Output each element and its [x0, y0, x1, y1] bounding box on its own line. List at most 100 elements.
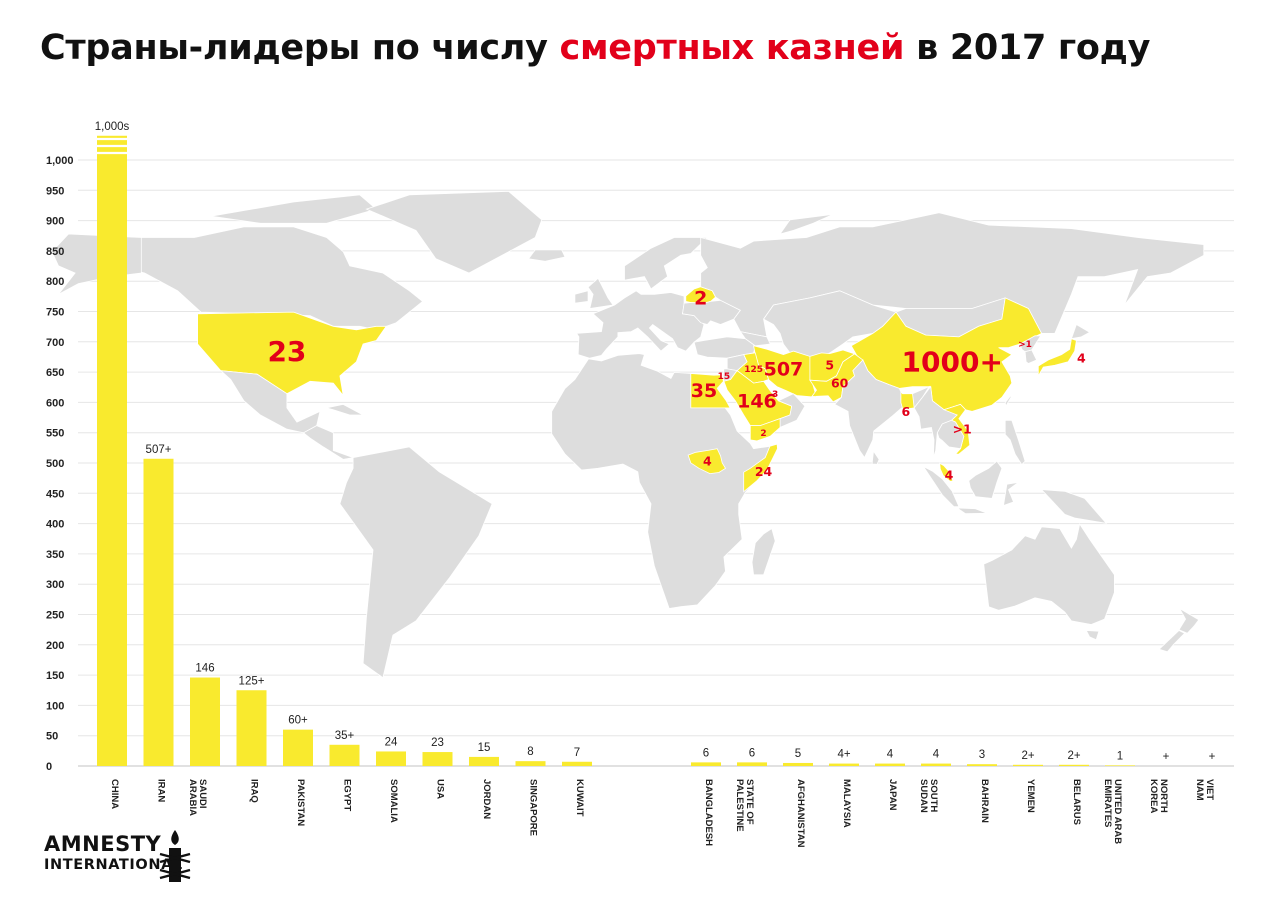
y-tick-label: 350 — [46, 549, 64, 561]
bar — [562, 761, 592, 766]
x-category-label: CHINA — [109, 779, 120, 809]
map-region-hokkaido — [1070, 323, 1091, 340]
bar — [329, 744, 360, 766]
x-category-label: UNITED ARABEMIRATES — [1102, 779, 1123, 844]
bar — [967, 764, 997, 766]
bar-value-label: 8 — [527, 746, 533, 758]
bar-value-label: 4+ — [837, 749, 850, 761]
bar-value-label: 1 — [1117, 750, 1123, 762]
map-region-philippines — [1004, 419, 1026, 466]
y-tick-label: 300 — [46, 579, 64, 591]
map-region-ireland — [574, 290, 589, 304]
bar-value-label: 60+ — [288, 715, 308, 727]
y-tick-label: 1,000 — [46, 155, 74, 167]
bar — [829, 763, 859, 766]
bar-value-label: + — [1163, 751, 1170, 763]
y-tick-label: 750 — [46, 307, 64, 319]
bar-value-label: 4 — [933, 749, 940, 761]
bar — [469, 756, 499, 766]
map-value-label: 507 — [764, 359, 804, 381]
map-value-label: 6 — [902, 404, 911, 419]
map-region-somalia — [743, 443, 778, 493]
map-region-australia — [983, 522, 1115, 625]
map-region-yemen — [749, 418, 781, 442]
x-axis-category-labels: CHINA IRAN SAUDIARABIA IRAQ PAKISTAN EGYPT SOM… — [109, 779, 1215, 848]
map-region-new-guinea — [1040, 489, 1108, 524]
map-region-tasmania — [1085, 630, 1100, 641]
x-category-label: SOMALIA — [388, 779, 399, 823]
map-region-svalbard-nzemlya — [779, 214, 834, 235]
map-value-label: 60 — [831, 375, 849, 390]
y-tick-label: 0 — [46, 761, 52, 773]
bar-value-label: 24 — [385, 736, 398, 748]
map-region-central-america — [302, 425, 355, 460]
map-value-label: 23 — [267, 335, 306, 368]
map-region-cuba — [326, 403, 364, 416]
x-category-label: SINGAPORE — [528, 779, 539, 836]
y-tick-label: 850 — [46, 246, 64, 258]
map-value-label: 4 — [945, 468, 954, 483]
map-region-kazakh-centralasia — [763, 290, 897, 361]
x-category-label: MALAYSIA — [841, 779, 852, 828]
title-highlight: смертных казней — [559, 28, 905, 68]
map-region-greenland — [365, 190, 543, 274]
y-tick-label: 550 — [46, 428, 64, 440]
map-region-scandinavia — [624, 237, 709, 290]
y-tick-label: 150 — [46, 670, 64, 682]
bar-value-label: + — [1209, 751, 1216, 763]
y-tick-label: 700 — [46, 337, 64, 349]
x-category-label: NORTHKOREA — [1148, 779, 1169, 813]
x-category-label: BELARUS — [1071, 779, 1082, 825]
map-region-iceland — [527, 249, 566, 262]
map-region-caucasus — [739, 331, 771, 347]
map-region-thai-cambodia — [936, 419, 965, 450]
bar — [737, 762, 767, 766]
x-category-label: EGYPT — [342, 779, 353, 811]
y-tick-label: 650 — [46, 367, 64, 379]
bar — [143, 458, 174, 766]
map-value-label: >1 — [953, 422, 972, 437]
bar-value-label: 6 — [749, 747, 755, 759]
map-region-sri-lanka — [871, 450, 880, 465]
x-category-label: KUWAIT — [574, 779, 585, 817]
bar — [1013, 764, 1043, 766]
map-region-sulawesi — [1002, 482, 1019, 507]
title-part2: в 2017 году — [904, 28, 1151, 68]
map-region-arctic-islands — [210, 194, 378, 224]
x-category-label: USA — [435, 779, 446, 799]
bar-value-label: 3 — [979, 749, 985, 761]
x-category-label: JAPAN — [887, 779, 898, 811]
bar — [691, 762, 721, 766]
x-category-label: YEMEN — [1025, 779, 1036, 813]
map-value-label: 2 — [760, 429, 766, 439]
y-tick-label: 900 — [46, 216, 64, 228]
map-value-label: 24 — [755, 464, 773, 479]
map-region-sumatra — [922, 465, 960, 507]
bar-value-label: 2+ — [1021, 750, 1034, 762]
map-region-alaska — [51, 233, 142, 295]
map-value-label: 35 — [691, 380, 717, 402]
title-part1: Страны-лидеры по числу — [40, 28, 560, 68]
map-value-label: 146 — [737, 390, 777, 412]
map-region-egypt — [690, 373, 731, 409]
x-category-label: IRAN — [156, 779, 167, 802]
bar — [190, 677, 220, 766]
map-region-south-sudan — [687, 448, 727, 475]
map-region-china — [850, 297, 1043, 412]
bar-value-label: 146 — [195, 663, 214, 675]
map-value-label: 1000+ — [902, 346, 1003, 379]
map-region-malaysia — [939, 462, 954, 482]
bar — [376, 751, 406, 766]
bar — [283, 729, 313, 766]
y-tick-label: 100 — [46, 700, 64, 712]
bar — [236, 690, 267, 766]
logo-line1: AMNESTY — [44, 832, 162, 856]
x-category-label: PAKISTAN — [295, 779, 306, 826]
map-region-taiwan — [1004, 395, 1013, 408]
map-value-label: 15 — [718, 372, 731, 382]
map-value-label: 4 — [1077, 351, 1086, 366]
y-tick-label: 450 — [46, 488, 64, 500]
bars — [97, 135, 1135, 766]
map-region-canada — [51, 226, 424, 331]
